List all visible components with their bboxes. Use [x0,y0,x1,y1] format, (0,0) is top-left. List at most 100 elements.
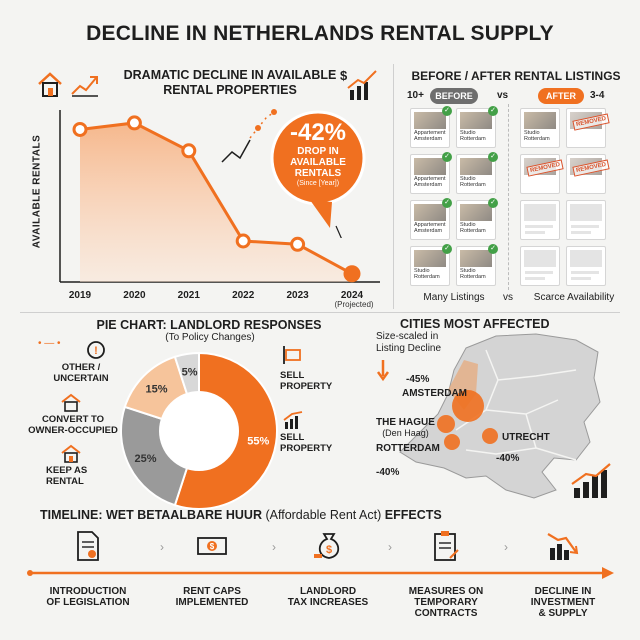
placeholder-line [571,231,591,234]
timeline-step-text: INTRODUCTION [49,586,127,597]
timeline-step-text: CONTRACTS [414,608,478,619]
decorative-trend-line [221,139,251,163]
utrecht-bubble [482,428,498,444]
listing-card[interactable]: Studio Rotterdam ✓ [456,198,498,240]
listing-caption: Appartement Amsterdam [414,222,446,234]
money-chart-icon: $ [340,68,377,100]
hague-name: THE HAGUE [376,417,435,428]
timeline-step: LANDLORD TAX INCREASES [278,586,378,608]
label-keep: KEEP AS RENTAL [46,465,88,487]
down-arrow-icon [376,360,390,382]
projected-note: (Projected) [334,300,374,309]
listing-photo [460,250,492,267]
rotterdam-pct: -40% [376,467,400,478]
x-tick-label: 2021 [178,290,201,301]
listing-type: Studio [460,222,476,228]
listing-city: Rotterdam [460,228,486,234]
listing-card[interactable]: Studio Rotterdam ✓ [456,152,498,194]
before-pill: BEFORE [430,88,478,104]
listing-caption: Appartement Amsterdam [414,176,446,188]
listing-type: Studio [460,176,476,182]
hague-bubble [437,415,455,433]
listing-photo [460,112,492,129]
placeholder-line [571,225,599,228]
listing-type: Studio [414,268,430,274]
chart-up-icon [283,411,303,429]
timeline-step-text: OF LEGISLATION [46,597,130,608]
after-count: 3-4 [590,90,605,101]
listing-type: Studio [460,268,476,274]
svg-text:$: $ [326,544,332,556]
utrecht-label: UTRECHT [502,432,550,443]
rotterdam-bubble [444,434,460,450]
x-tick-label: 2022 [232,290,255,301]
listing-card[interactable]: Appartement Amsterdam ✓ [410,106,452,148]
timeline-step-text: RENT CAPS [183,586,241,597]
listing-card[interactable]: Studio Rotterdam ✓ [456,244,498,286]
sell-sign-icon [283,346,301,364]
data-point [181,143,197,159]
bar-chart-up-icon [571,463,611,498]
rotterdam-label: ROTTERDAM [376,443,440,454]
listing-type: Appartement [414,176,446,182]
pie-subheading: (To Policy Changes) [165,332,255,343]
cash-icon: $ [197,537,227,555]
amsterdam-bubble [452,390,484,422]
trend-up-icon [71,76,98,97]
timeline-step-text: IMPLEMENTED [175,597,249,608]
vertical-divider [393,64,394,309]
placeholder-line [525,277,545,280]
step-chevron: › [504,540,508,554]
horizontal-divider [20,312,620,313]
timeline-step: MEASURES ON TEMPORARY CONTRACTS [396,586,496,619]
after-caption: Scarce Availability [533,292,615,303]
listing-card[interactable]: Studio Rotterdam [520,108,560,148]
data-point [235,233,251,249]
x-tick-label: 2019 [69,290,92,301]
listing-caption: Appartement Amsterdam [414,130,446,142]
check-icon: ✓ [488,198,498,208]
donut-chart: 55% 25% 15% 5% [120,351,278,510]
listing-city: Amsterdam [414,136,443,142]
label-other: OTHER / UNCERTAIN [53,362,109,384]
pie-slice-label: 25% [135,453,157,465]
line-chart: 2019 2020 2021 2022 2023 2024 [59,109,380,301]
timeline-heading: TIMELINE: WET BETAALBARE HUUR (Affordabl… [40,508,600,522]
listing-photo [524,204,556,221]
callout-line3: RENTALS [294,168,342,179]
check-icon: ✓ [488,106,498,116]
listing-type: Appartement [414,222,446,228]
listing-card[interactable]: Appartement Amsterdam ✓ [410,152,452,194]
listing-caption: Studio Rotterdam [414,268,440,280]
decorative-trend-line [249,111,275,139]
house-icon [38,72,62,97]
label-sell-2: SELL PROPERTY [280,432,333,454]
step-chevron: › [388,540,392,554]
amsterdam-pct: -45% [406,374,430,385]
timeline-heading-normal: (Affordable Rent Act) [265,508,382,522]
listing-card[interactable]: Studio Rotterdam ✓ [456,106,498,148]
x-tick-label: 2020 [123,290,146,301]
listing-card[interactable]: Appartement Amsterdam ✓ [410,198,452,240]
page-title: DECLINE IN NETHERLANDS RENTAL SUPPLY [86,22,554,45]
listing-photo [524,250,556,267]
timeline-step-text: TEMPORARY [414,597,478,608]
svg-text:$: $ [210,542,215,551]
listing-caption: Studio Rotterdam [460,130,486,142]
timeline-step-text: DECLINE IN [534,586,592,597]
listing-card[interactable]: Studio Rotterdam ✓ [410,244,452,286]
timeline-step: DECLINE IN INVESTMENT & SUPPLY [513,586,613,619]
empty-listing-card [566,200,606,240]
check-icon: ✓ [442,152,452,162]
listing-photo [460,204,492,221]
listing-city: Amsterdam [414,182,443,188]
pie-slice-label: 5% [182,367,198,379]
pie-heading: PIE CHART: LANDLORD RESPONSES [96,318,322,332]
callout-line1: DROP IN [297,146,339,157]
label-convert: CONVERT TO OWNER-OCCUPIED [28,414,118,436]
before-caption: Many Listings [423,292,485,303]
listing-city: Rotterdam [524,136,550,142]
svg-text:$: $ [340,68,348,83]
clipboard-icon [434,531,459,561]
removed-listing-card: REMOVED [520,154,564,194]
